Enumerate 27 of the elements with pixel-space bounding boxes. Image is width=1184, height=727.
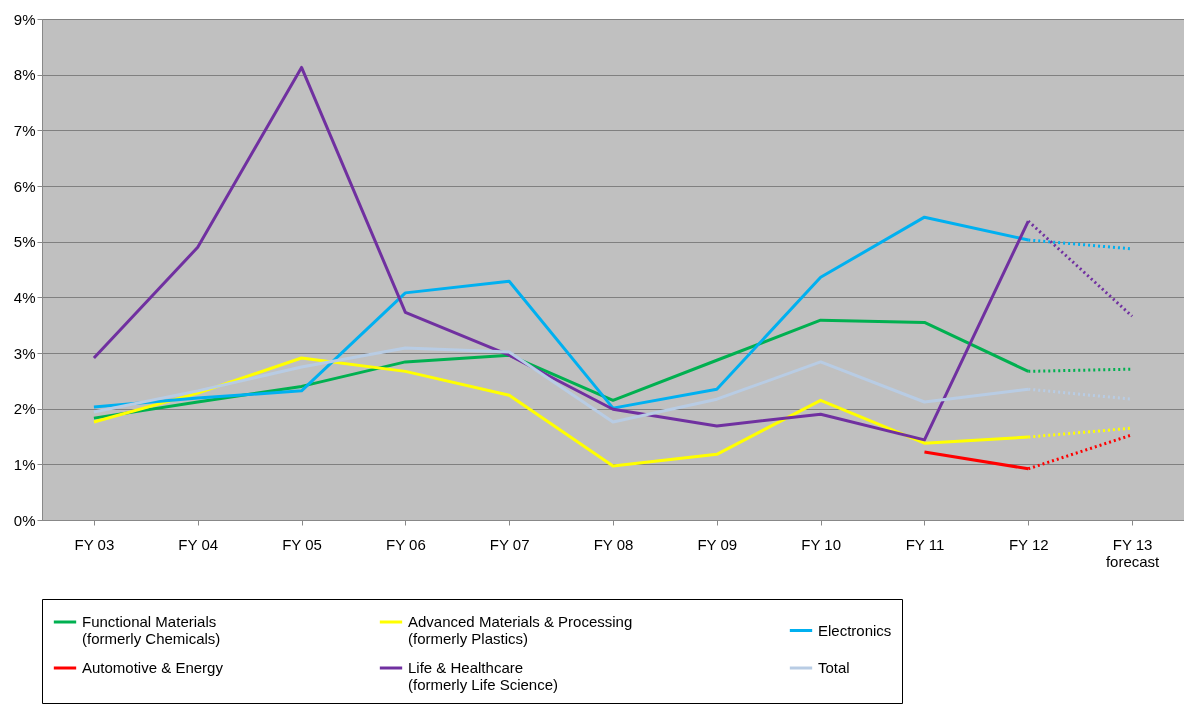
y-tick-label: 4% [13, 288, 36, 306]
legend-label: Electronics [818, 621, 892, 639]
y-tick-label: 9% [13, 10, 36, 28]
y-tick-label: 5% [13, 233, 36, 251]
legend-label: Functional Materials (formerly Chemicals) [82, 613, 221, 647]
x-tick-label: FY 08 [593, 535, 634, 553]
x-tick-label: FY 04 [178, 535, 219, 553]
y-tick-label: 3% [13, 344, 36, 362]
x-tick-label: FY 03 [74, 535, 115, 553]
legend-label: Advanced Materials & Processing (formerly Plastics) [408, 613, 633, 647]
x-tick-label: FY 05 [282, 535, 322, 553]
x-tick-label: FY 10 [801, 535, 842, 553]
x-tick-label: FY 09 [697, 535, 738, 553]
x-tick-label: FY 13 forecast [1105, 535, 1161, 570]
y-tick-label: 6% [13, 177, 36, 195]
y-tick-label: 0% [13, 511, 36, 529]
x-tick-label: FY 12 [1008, 535, 1049, 553]
y-tick-label: 1% [13, 455, 36, 473]
y-tick-label: 7% [13, 121, 36, 139]
legend-label: Automotive & Energy [82, 659, 224, 676]
x-tick-label: FY 11 [905, 535, 945, 553]
legend-label: Total [818, 659, 850, 676]
y-tick-label: 8% [13, 66, 36, 84]
legend-label: Life & Healthcare (formerly Life Science) [408, 659, 559, 693]
x-tick-label: FY 07 [489, 535, 530, 553]
y-tick-label: 2% [13, 400, 36, 418]
x-tick-label: FY 06 [385, 535, 426, 553]
